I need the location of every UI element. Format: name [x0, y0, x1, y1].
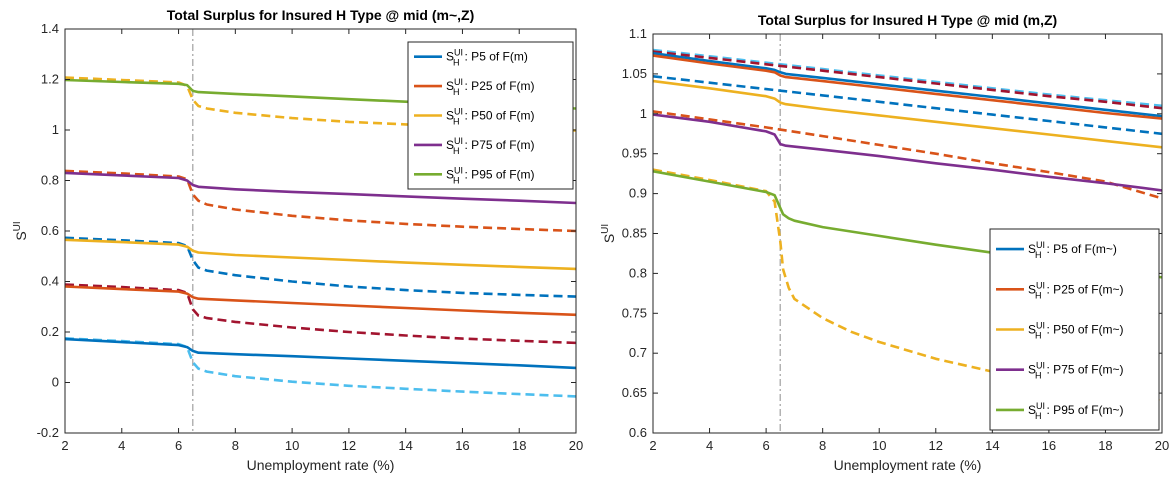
x-tick-label: 16: [1042, 438, 1056, 453]
x-tick-label: 20: [569, 438, 583, 453]
legend-label: SUI H: P5 of F(m~): [1028, 240, 1117, 260]
legend-label: SUI H: P75 of F(m~): [1028, 361, 1124, 381]
series-line-3: [65, 285, 576, 317]
legend-label: SUI H: P95 of F(m): [446, 165, 535, 185]
x-tick-label: 6: [175, 438, 182, 453]
y-tick-label: 1.4: [41, 21, 59, 36]
x-tick-label: 8: [819, 438, 826, 453]
legend-label: SUI H: P50 of F(m~): [1028, 321, 1124, 341]
y-tick-label: 0.9: [629, 186, 647, 201]
chart-title: Total Surplus for Insured H Type @ mid (…: [758, 12, 1057, 28]
x-tick-label: 18: [1098, 438, 1112, 453]
series-line-dashed-6: [653, 75, 1162, 136]
y-tick-label: 0.6: [629, 425, 647, 440]
series-line-dashed-8: [65, 169, 576, 233]
series-group: [65, 76, 576, 398]
x-tick-label: 6: [762, 438, 769, 453]
y-tick-label: 1.2: [41, 72, 59, 87]
series-line-1: [65, 337, 576, 370]
y-tick-label: 0.85: [622, 226, 647, 241]
y-tick-label: 0.65: [622, 385, 647, 400]
chart-panel-1: 2 4 6 8 10 12 14 16 18 20 -0.2 0 0.2 0.4 0.6 0.8 1 1.2 1.4…: [12, 7, 583, 473]
x-tick-label: 18: [512, 438, 526, 453]
y-tick-label: 1.05: [622, 66, 647, 81]
y-tick-label: 1: [640, 106, 647, 121]
legend-label: SUI H: P75 of F(m): [446, 136, 535, 156]
x-tick-label: 14: [985, 438, 999, 453]
x-tick-label: 10: [285, 438, 299, 453]
y-tick-label: -0.2: [37, 425, 59, 440]
y-tick-label: 1.1: [629, 26, 647, 41]
x-tick-label: 8: [232, 438, 239, 453]
series-line-7: [65, 171, 576, 205]
x-tick-label: 12: [929, 438, 943, 453]
y-tick-label: 0.7: [629, 345, 647, 360]
y-tick-label: 0: [52, 375, 59, 390]
x-tick-label: 14: [398, 438, 412, 453]
series-line-dashed-4: [65, 283, 576, 345]
legend-label: SUI H: P25 of F(m): [446, 77, 535, 97]
x-tick-label: 16: [455, 438, 469, 453]
legend-label: SUI H: P25 of F(m~): [1028, 280, 1124, 300]
legend-label: SUI H: P50 of F(m): [446, 107, 535, 127]
chart-panel-2: 2 4 6 8 10 12 14 16 18 20 0.6 0.65 0.7 0.75 0.8 0.85 0.9…: [600, 12, 1169, 473]
y-axis-label: SUI: [12, 221, 29, 240]
series-line-dashed-6: [65, 236, 576, 298]
y-tick-label: 1: [52, 122, 59, 137]
x-tick-label: 20: [1155, 438, 1169, 453]
y-tick-label: 0.8: [41, 173, 59, 188]
y-tick-label: 0.95: [622, 146, 647, 161]
x-tick-label: 4: [118, 438, 125, 453]
legend: SUI H: P5 of F(m~) SUI H: P25 of F(m~) SUI H:…: [989, 228, 1160, 431]
y-tick-label: 0.6: [41, 223, 59, 238]
x-tick-label: 2: [61, 438, 68, 453]
y-tick-label: 0.75: [622, 305, 647, 320]
y-tick-label: 0.4: [41, 274, 59, 289]
x-axis-label: Unemployment rate (%): [834, 457, 982, 473]
legend-label: SUI H: P95 of F(m~): [1028, 401, 1124, 421]
legend-label: SUI H: P5 of F(m): [446, 48, 528, 68]
x-tick-label: 2: [649, 438, 656, 453]
series-line-5: [65, 238, 576, 271]
y-tick-label: 0.2: [41, 324, 59, 339]
series-line-1: [653, 51, 1162, 118]
y-axis-label: SUI: [600, 224, 617, 243]
series-line-7: [653, 113, 1162, 192]
x-tick-label: 12: [342, 438, 356, 453]
x-axis-label: Unemployment rate (%): [247, 457, 395, 473]
y-tick-label: 0.8: [629, 265, 647, 280]
chart-title: Total Surplus for Insured H Type @ mid (…: [167, 7, 475, 23]
series-line-dashed-4: [653, 50, 1162, 110]
series-line-5: [653, 79, 1162, 149]
series-line-3: [653, 54, 1162, 120]
x-tick-label: 10: [872, 438, 886, 453]
series-line-dashed-8: [653, 110, 1162, 200]
legend: SUI H: P5 of F(m) SUI H: P25 of F(m) SUI H: P…: [407, 41, 574, 190]
x-tick-label: 4: [706, 438, 713, 453]
series-line-dashed-2: [653, 48, 1162, 108]
